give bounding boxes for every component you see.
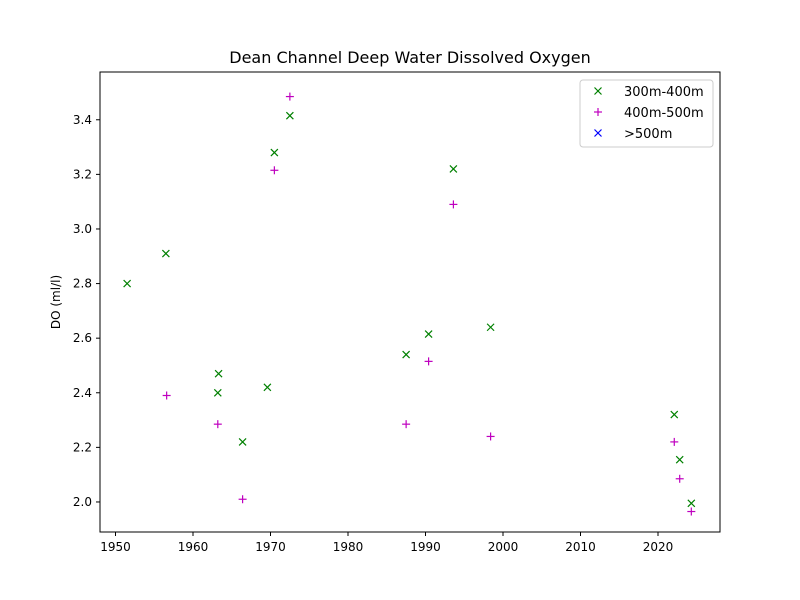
data-point: [486, 432, 495, 441]
data-points: [123, 92, 696, 516]
x-tick-label: 1960: [178, 540, 209, 554]
y-axis: 2.0 2.2 2.4 2.6 2.8 3.0 3.2 3.4: [73, 113, 100, 509]
legend-marker: [594, 108, 602, 116]
data-point: [270, 166, 279, 175]
legend-marker: [594, 87, 602, 95]
data-point: [238, 437, 247, 446]
y-tick-label: 2.2: [73, 440, 92, 454]
plot-frame: [99, 71, 721, 533]
data-point: [670, 437, 679, 446]
data-point: [214, 369, 223, 378]
legend-marker: [594, 129, 602, 137]
y-tick-label: 3.0: [73, 222, 92, 236]
data-point: [123, 279, 132, 288]
data-point: [285, 92, 294, 101]
chart-title: Dean Channel Deep Water Dissolved Oxygen: [229, 48, 591, 67]
data-point: [285, 111, 294, 120]
data-point: [238, 495, 247, 504]
legend-label: >500m: [624, 127, 672, 142]
x-tick-label: 1970: [255, 540, 286, 554]
data-point: [402, 420, 411, 429]
x-tick-label: 2010: [565, 540, 596, 554]
y-tick-label: 3.2: [73, 167, 92, 181]
x-tick-label: 1980: [333, 540, 364, 554]
data-point: [449, 164, 458, 173]
y-axis-label: DO (ml/l): [49, 275, 63, 329]
data-point: [402, 350, 411, 359]
y-tick-label: 3.4: [73, 113, 92, 127]
x-tick-label: 2020: [643, 540, 674, 554]
data-point: [424, 357, 433, 366]
data-point: [675, 455, 684, 464]
x-tick-label: 1950: [100, 540, 131, 554]
data-point: [670, 410, 679, 419]
legend-label: 400m-500m: [624, 106, 704, 121]
y-tick-label: 2.8: [73, 277, 92, 291]
legend-box: [579, 79, 714, 148]
data-point: [424, 330, 433, 339]
x-axis: 1950 1960 1970 1980 1990 2000 2010 2020: [100, 532, 673, 554]
data-point: [263, 383, 272, 392]
y-tick-label: 2.6: [73, 331, 92, 345]
data-point: [687, 499, 696, 508]
y-tick-label: 2.4: [73, 386, 92, 400]
data-point: [213, 388, 222, 397]
legend-label: 300m-400m: [624, 85, 704, 100]
data-point: [162, 391, 171, 400]
data-point: [270, 148, 279, 157]
legend: 300m-400m 400m-500m >500m: [579, 79, 714, 148]
data-point: [675, 474, 684, 483]
x-tick-label: 2000: [488, 540, 519, 554]
data-point: [687, 507, 696, 516]
data-point: [161, 249, 170, 258]
data-point: [449, 200, 458, 209]
data-point: [486, 323, 495, 332]
y-tick-label: 2.0: [73, 495, 92, 509]
data-point: [213, 420, 222, 429]
x-tick-label: 1990: [410, 540, 441, 554]
